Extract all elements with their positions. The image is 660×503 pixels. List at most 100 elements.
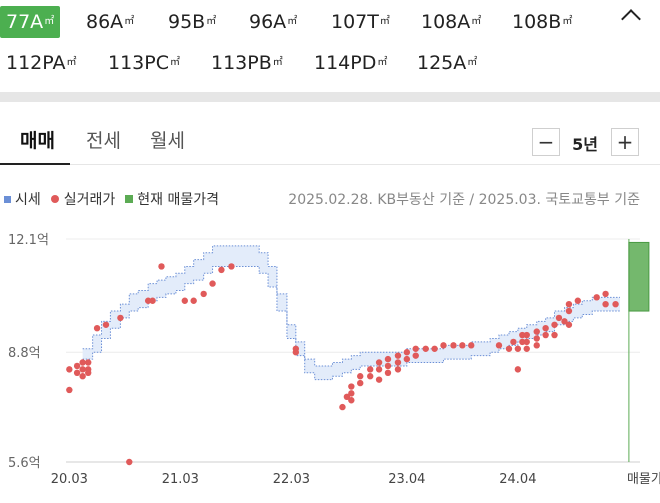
actual-trade-point [523,345,530,352]
actual-trade-point [468,342,475,349]
section-divider [0,92,660,102]
legend-listing: 현재 매물가격 [125,189,219,209]
tab-monthly[interactable]: 월세 [150,130,185,152]
market-band-upper-line [82,245,621,367]
actual-trade-point [93,325,101,332]
trade-type-tabs: 매매 전세 월세 [0,118,660,165]
actual-trade-point [348,397,355,404]
actual-trade-point [602,300,609,308]
actual-trade-point [533,342,540,349]
period-minus-button[interactable]: − [532,128,560,156]
x-tick-label: 21.03 [162,472,199,487]
area-tab-112pa[interactable]: 112PA ㎡ [6,52,77,74]
area-tab-77a[interactable]: 77A ㎡ [0,6,61,38]
chart-legend: 시세 실거래가 현재 매물가격 [4,189,229,209]
actual-trade-point [367,373,374,380]
tab-sale[interactable]: 매매 [20,130,55,152]
y-tick-label: 12.1억 [8,233,49,248]
active-tab-indicator [0,163,70,165]
area-tab-95b[interactable]: 95B ㎡ [168,11,217,33]
area-tab-107t[interactable]: 107T ㎡ [331,11,390,33]
actual-trade-point [144,297,152,304]
actual-trade-point [181,297,188,304]
area-tab-113pb[interactable]: 113PB ㎡ [211,52,283,74]
y-tick-label: 5.6억 [8,456,41,471]
actual-trade-point [126,458,133,466]
actual-trade-point [102,321,110,328]
actual-trade-point [375,376,383,383]
tab-jeonse[interactable]: 전세 [86,130,121,152]
actual-trade-point [384,369,392,376]
actual-trade-point [79,373,86,380]
actual-trade-point [523,331,530,339]
actual-trade-point [459,342,466,349]
price-chart: 12.1억 8.8억 5.6억 20.03 21.03 22.03 23.04 24.04 매물… [8,233,660,487]
y-tick-label: 8.8억 [8,346,41,361]
market-band-lower-line [82,265,621,381]
x-tick-label-listing: 매물가격 [627,472,660,487]
area-tab-108b[interactable]: 108B ㎡ [512,11,573,33]
actual-trade-point [555,314,563,322]
actual-trade-point [394,359,402,366]
area-tab-114pd[interactable]: 114PD ㎡ [314,52,388,74]
actual-trade-point [561,318,568,325]
actual-trade-point [403,355,411,363]
period-plus-button[interactable]: + [611,128,639,156]
actual-trade-point [403,349,411,356]
actual-trade-point [431,345,438,352]
actual-trade-point [85,369,92,376]
actual-trade-point [612,300,619,308]
actual-trade-point [357,379,364,387]
area-tab-108a[interactable]: 108A ㎡ [421,11,482,33]
area-tab-86a[interactable]: 86A ㎡ [86,11,135,33]
actual-trade-point [66,386,73,394]
actual-trade-point [422,345,429,352]
actual-trade-point [551,321,558,328]
legend-listing-swatch [125,195,134,203]
actual-trade-point [218,266,225,274]
actual-trade-point [565,300,573,308]
actual-trade-point [79,366,86,373]
area-tab-125a[interactable]: 125A ㎡ [417,52,478,74]
actual-trade-point [542,325,549,332]
actual-trade-point [66,366,73,373]
listing-range-bar [628,241,650,312]
actual-trade-point [357,373,364,380]
area-tab-96a[interactable]: 96A ㎡ [249,11,298,33]
actual-trade-point [523,338,530,346]
actual-trade-point [149,297,156,304]
actual-trade-point [533,328,540,335]
actual-trade-point [375,366,383,373]
actual-trade-point [412,352,419,359]
area-tab-113pc[interactable]: 113PC ㎡ [108,52,180,74]
legend-market-swatch [4,195,11,203]
legend-actual-swatch [50,195,59,203]
actual-trade-point [85,359,92,366]
actual-trade-point [367,366,374,373]
actual-trade-point [348,390,355,397]
actual-trade-point [292,349,300,356]
actual-trade-point [574,297,582,304]
actual-trade-point [209,280,216,287]
actual-trade-point [505,345,513,352]
collapse-chevron-icon[interactable] [621,9,641,29]
actual-trade-point [519,331,526,339]
actual-trade-point [117,314,124,322]
actual-trade-point [394,366,402,373]
actual-trade-point [510,338,517,346]
actual-trade-point [514,366,522,373]
actual-trade-point [412,345,419,352]
legend-actual: 실거래가 [50,189,115,209]
actual-trade-point [200,290,207,298]
actual-trade-point [79,359,86,366]
actual-trade-point [551,331,558,339]
actual-trade-point [533,335,540,342]
actual-trade-point [343,393,351,401]
actual-trade-point [394,352,402,359]
actual-trade-point [384,362,392,370]
actual-trade-point [190,297,197,304]
period-value: 5년 [572,135,598,154]
actual-trade-point [602,290,609,298]
x-tick-label: 24.04 [499,472,536,487]
actual-trade-point [73,369,81,376]
